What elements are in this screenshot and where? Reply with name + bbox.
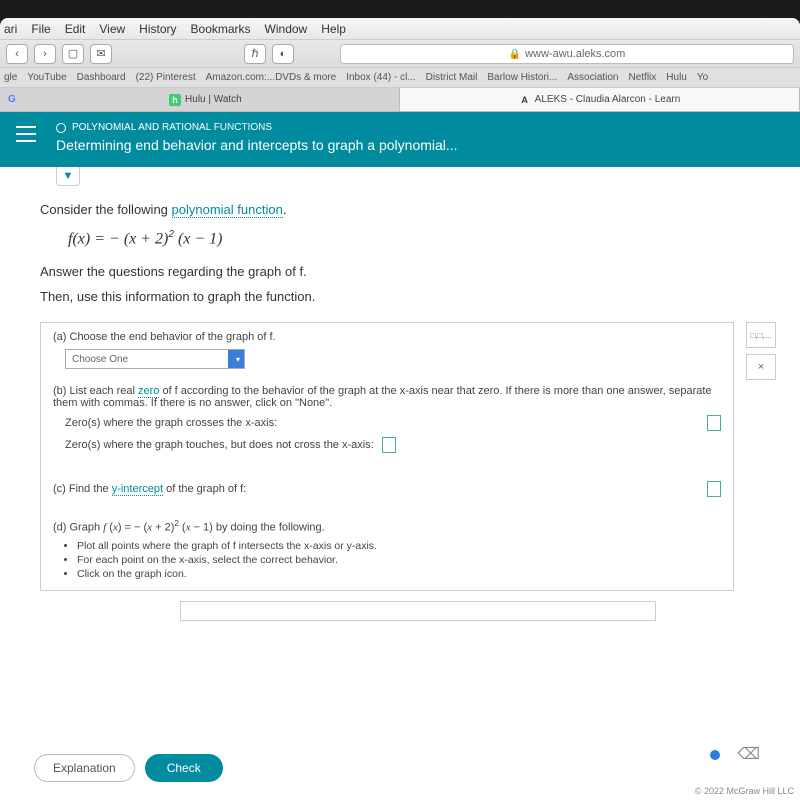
- bookmark-item[interactable]: Association: [567, 72, 618, 83]
- instruction-2: Then, use this information to graph the …: [40, 289, 776, 304]
- blue-dot-icon: [710, 750, 720, 760]
- part-a: (a) Choose the end behavior of the graph…: [41, 323, 733, 377]
- part-c-label: (c) Find the y-intercept of the graph of…: [53, 483, 246, 495]
- problem-area: Consider the following polynomial functi…: [0, 186, 800, 637]
- hulu-icon: h: [169, 94, 181, 106]
- tab-label: Hulu | Watch: [185, 94, 242, 105]
- zero-touches-input[interactable]: [382, 437, 396, 453]
- yintercept-link[interactable]: y-intercept: [112, 483, 163, 496]
- favicon-g-icon: G: [8, 94, 16, 105]
- bookmark-item[interactable]: Barlow Histori...: [487, 72, 557, 83]
- menu-file[interactable]: File: [31, 22, 50, 36]
- browser-toolbar: ‹ › ▢ ✉ ℏ ◐ www-awu.aleks.com: [0, 40, 800, 68]
- bookmark-item[interactable]: Dashboard: [77, 72, 126, 83]
- url-bar[interactable]: www-awu.aleks.com: [340, 44, 794, 64]
- tab-aleks[interactable]: A ALEKS - Claudia Alarcon - Learn: [400, 88, 800, 111]
- url-text: www-awu.aleks.com: [525, 48, 625, 60]
- bookmark-item[interactable]: Inbox (44) - cl...: [346, 72, 415, 83]
- part-a-label: (a) Choose the end behavior of the graph…: [53, 331, 721, 343]
- instruction-1: Answer the questions regarding the graph…: [40, 264, 776, 279]
- graph-placeholder[interactable]: [180, 601, 656, 621]
- bookmark-item[interactable]: District Mail: [426, 72, 478, 83]
- menu-help[interactable]: Help: [321, 22, 346, 36]
- formula: f(x) = − (x + 2)2 (x − 1): [68, 229, 776, 248]
- tab-hulu[interactable]: G h Hulu | Watch: [0, 88, 400, 111]
- part-c: (c) Find the y-intercept of the graph of…: [41, 467, 733, 511]
- bookmark-item[interactable]: (22) Pinterest: [136, 72, 196, 83]
- tool-palette: □,□,... ×: [746, 322, 776, 591]
- sidebar-button[interactable]: ▢: [62, 44, 84, 64]
- part-b-label: (b) List each real zero of f according t…: [53, 385, 721, 409]
- aleks-icon: A: [519, 94, 531, 106]
- zero-crosses-row: Zero(s) where the graph crosses the x-ax…: [65, 415, 721, 431]
- part-b: (b) List each real zero of f according t…: [41, 377, 733, 467]
- bookmark-item[interactable]: Yo: [697, 72, 708, 83]
- hamburger-icon[interactable]: [16, 126, 36, 142]
- lock-icon: [509, 48, 521, 60]
- copyright: © 2022 McGraw Hill LLC: [695, 786, 794, 796]
- forward-button[interactable]: ›: [34, 44, 56, 64]
- bookmark-item[interactable]: Hulu: [666, 72, 687, 83]
- check-button[interactable]: Check: [145, 754, 223, 782]
- toolbar-icon-1[interactable]: ℏ: [244, 44, 266, 64]
- bottom-buttons: Explanation Check: [34, 754, 223, 782]
- y-intercept-input[interactable]: [707, 481, 721, 497]
- problem-intro: Consider the following polynomial functi…: [40, 202, 776, 217]
- zero-touches-row: Zero(s) where the graph touches, but doe…: [65, 437, 721, 453]
- bookmarks-bar: gle YouTube Dashboard (22) Pinterest Ama…: [0, 68, 800, 88]
- bookmark-item[interactable]: Amazon.com:...DVDs & more: [206, 72, 337, 83]
- browser-tabs: G h Hulu | Watch A ALEKS - Claudia Alarc…: [0, 88, 800, 112]
- mail-button[interactable]: ✉: [90, 44, 112, 64]
- zero-crosses-input[interactable]: [707, 415, 721, 431]
- list-tool[interactable]: □,□,...: [746, 322, 776, 348]
- answer-box: (a) Choose the end behavior of the graph…: [40, 322, 734, 591]
- part-d: (d) Graph f (x) = − (x + 2)2 (x − 1) by …: [41, 511, 733, 590]
- menu-view[interactable]: View: [99, 22, 125, 36]
- menu-window[interactable]: Window: [265, 22, 308, 36]
- toolbar-icon-2[interactable]: ◐: [272, 44, 294, 64]
- bookmark-item[interactable]: gle: [4, 72, 17, 83]
- eraser-icon[interactable]: ⌫: [737, 744, 760, 764]
- explanation-button[interactable]: Explanation: [34, 754, 135, 782]
- back-button[interactable]: ‹: [6, 44, 28, 64]
- lesson-header: POLYNOMIAL AND RATIONAL FUNCTIONS Determ…: [0, 112, 800, 167]
- chevron-down-icon: ▾: [236, 355, 240, 364]
- menu-edit[interactable]: Edit: [65, 22, 86, 36]
- menu-history[interactable]: History: [139, 22, 176, 36]
- lesson-title: Determining end behavior and intercepts …: [56, 137, 784, 153]
- part-d-bullets: Plot all points where the graph of f int…: [77, 540, 721, 580]
- breadcrumb-text: POLYNOMIAL AND RATIONAL FUNCTIONS: [72, 122, 272, 133]
- polynomial-link[interactable]: polynomial function: [172, 202, 283, 218]
- breadcrumb-dot-icon: [56, 123, 66, 133]
- page-content: POLYNOMIAL AND RATIONAL FUNCTIONS Determ…: [0, 112, 800, 800]
- part-d-label: (d) Graph f (x) = − (x + 2)2 (x − 1) by …: [53, 519, 721, 534]
- tab-label: ALEKS - Claudia Alarcon - Learn: [535, 94, 681, 105]
- close-tool[interactable]: ×: [746, 354, 776, 380]
- breadcrumb: POLYNOMIAL AND RATIONAL FUNCTIONS: [56, 122, 784, 133]
- menu-bookmarks[interactable]: Bookmarks: [191, 22, 251, 36]
- macos-menubar: ari File Edit View History Bookmarks Win…: [0, 18, 800, 40]
- bookmark-item[interactable]: YouTube: [27, 72, 66, 83]
- bookmark-item[interactable]: Netflix: [629, 72, 657, 83]
- app-name: ari: [4, 22, 17, 36]
- expand-chevron[interactable]: ▼: [56, 166, 80, 186]
- end-behavior-dropdown[interactable]: Choose One ▾: [65, 349, 245, 369]
